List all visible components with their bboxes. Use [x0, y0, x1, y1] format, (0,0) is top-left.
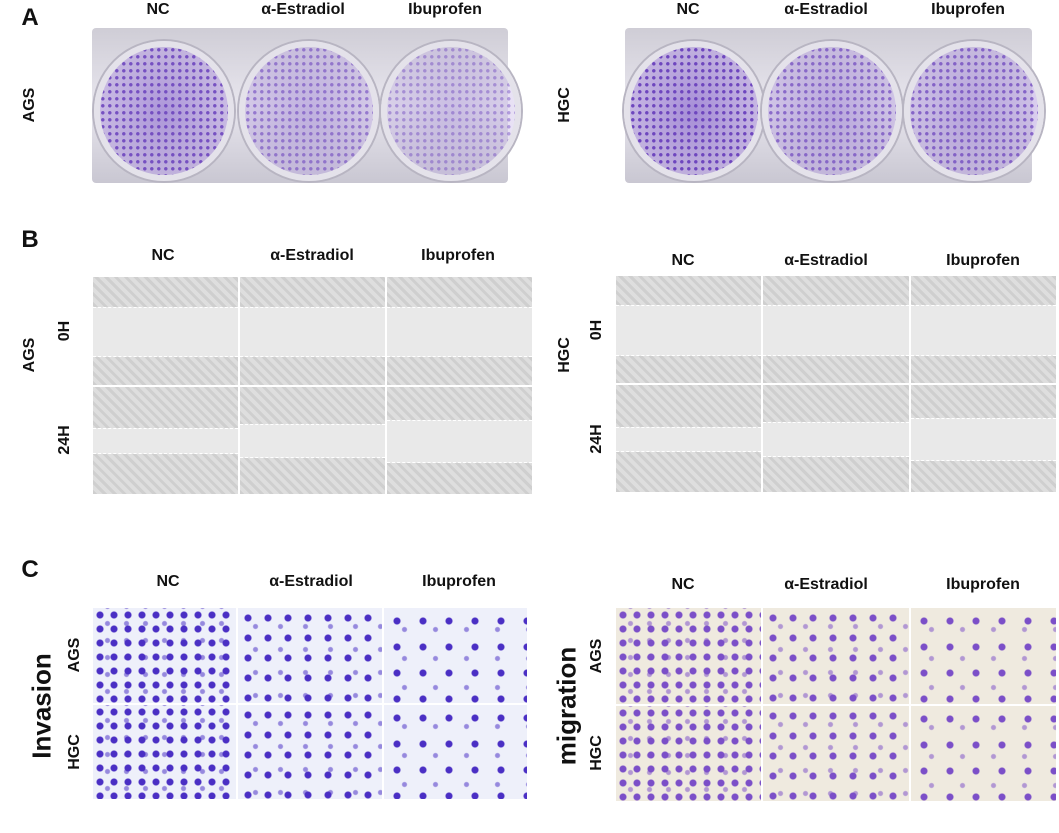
- cell-line-label: HGC: [556, 87, 573, 123]
- stain-photo: [615, 704, 763, 802]
- scratch-photo: [92, 385, 239, 495]
- row-label: AGS: [66, 637, 83, 673]
- column-header: NC: [151, 247, 175, 264]
- plate-photo: [92, 28, 521, 183]
- well: [624, 41, 764, 181]
- wound-gap: [387, 419, 532, 463]
- scratch-photo: [762, 275, 910, 384]
- cell-line-label: HGC: [556, 337, 573, 373]
- cell-line-label: AGS: [21, 87, 38, 123]
- column-header: NC: [156, 573, 180, 590]
- scratch-photo: [386, 385, 533, 495]
- time-label: 0H: [56, 320, 73, 341]
- column-header: Ibuprofen: [421, 247, 495, 264]
- stain-photo: [615, 607, 763, 705]
- time-label: 24H: [56, 425, 73, 455]
- column-header: Ibuprofen: [946, 576, 1020, 593]
- stain-photo: [762, 704, 910, 802]
- panel-label: A: [21, 4, 39, 31]
- panel-label: C: [21, 556, 39, 583]
- column-header: Ibuprofen: [946, 252, 1020, 269]
- scratch-photo: [239, 385, 386, 495]
- stain-photo: [237, 607, 383, 704]
- wound-gap: [93, 428, 238, 455]
- time-label: 24H: [588, 423, 605, 454]
- assay-label: Invasion: [26, 653, 57, 759]
- stain-photo: [382, 703, 528, 800]
- panel-label: B: [21, 226, 39, 253]
- scratch-photo: [386, 276, 533, 386]
- row-label: HGC: [588, 735, 605, 772]
- plate-photo: [624, 28, 1044, 183]
- scratch-photo: [239, 276, 386, 386]
- column-header: α-Estradiol: [261, 1, 345, 18]
- scratch-photo: [909, 275, 1057, 384]
- column-header: NC: [146, 1, 170, 18]
- stain-photo: [909, 607, 1057, 705]
- column-header: α-Estradiol: [784, 1, 868, 18]
- cell-line-label: AGS: [21, 337, 38, 373]
- wound-gap: [616, 426, 762, 453]
- wound-gap: [763, 305, 909, 356]
- column-header: α-Estradiol: [784, 576, 868, 593]
- stain-photo: [237, 703, 383, 800]
- column-header: α-Estradiol: [784, 252, 868, 269]
- stain-photo: [92, 607, 238, 704]
- wound-gap: [910, 305, 1056, 356]
- column-header: Ibuprofen: [422, 573, 496, 590]
- column-header: Ibuprofen: [408, 1, 482, 18]
- wound-gap: [616, 305, 762, 356]
- well: [762, 41, 902, 181]
- scratch-photo: [92, 276, 239, 386]
- column-header: α-Estradiol: [270, 247, 354, 264]
- stain-photo: [92, 703, 238, 800]
- scratch-photo: [909, 384, 1057, 493]
- column-header: NC: [671, 576, 695, 593]
- wound-gap: [763, 422, 909, 457]
- stain-photo: [762, 607, 910, 705]
- column-header: α-Estradiol: [269, 573, 353, 590]
- well: [381, 41, 521, 181]
- stain-photo: [382, 607, 528, 704]
- wound-gap: [387, 306, 532, 357]
- assay-label: migration: [551, 646, 582, 766]
- well: [239, 41, 379, 181]
- column-header: Ibuprofen: [931, 1, 1005, 18]
- well: [94, 41, 234, 181]
- wound-gap: [910, 418, 1056, 461]
- stain-photo: [909, 704, 1057, 802]
- scratch-photo: [615, 275, 763, 384]
- row-label: AGS: [588, 638, 605, 674]
- scratch-photo: [762, 384, 910, 493]
- row-label: HGC: [66, 733, 83, 770]
- wound-gap: [240, 424, 385, 459]
- column-header: NC: [671, 252, 695, 269]
- wound-gap: [93, 306, 238, 357]
- wound-gap: [240, 306, 385, 357]
- column-header: NC: [676, 1, 700, 18]
- time-label: 0H: [588, 319, 605, 340]
- well: [904, 41, 1044, 181]
- scratch-photo: [615, 384, 763, 493]
